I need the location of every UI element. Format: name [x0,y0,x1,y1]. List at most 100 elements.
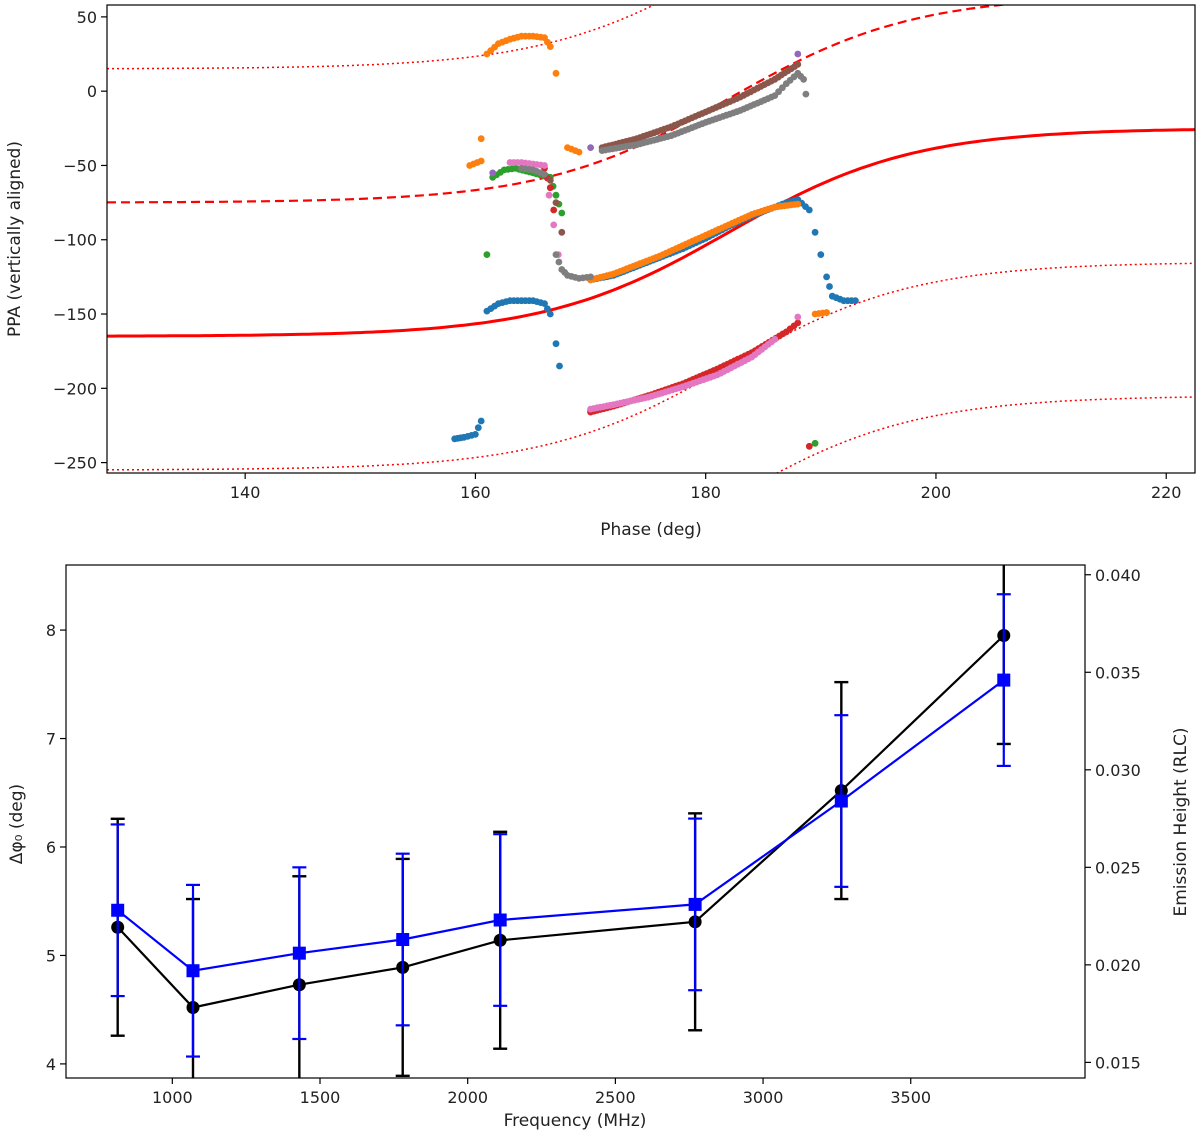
emission-height-y-tick-label: 0.015 [1095,1053,1141,1072]
ppa-y-ticks: −250 −200 −150 −100 −50 0 50 [53,8,107,473]
frequency-series [110,565,1011,1078]
ppa-point [817,251,825,258]
emission-height-y-tick-label: 0.030 [1095,761,1141,780]
ppa-point [794,313,802,321]
rvm-curve-2 [107,5,656,70]
ppa-point [555,258,563,266]
emission-height-y-tick-label: 0.020 [1095,956,1141,975]
frequency-x-tick-label: 3000 [743,1088,784,1107]
ppa-y-tick-label: 0 [87,82,97,101]
ppa-point [545,191,553,199]
series-emission-height [110,593,1011,1058]
data-marker [997,673,1011,687]
ppa-point [546,310,554,318]
data-marker [493,913,507,927]
ppa-x-tick-label: 180 [690,483,721,502]
ppa-point [541,162,548,169]
ppa-point [558,209,566,217]
delta-phi-y-tick-label: 8 [46,621,56,640]
ppa-point [802,90,810,98]
frequency-x-tick-label: 3500 [890,1088,931,1107]
ppa-y-tick-label: −100 [53,231,97,250]
frequency-x-ticks: 1000 1500 2000 2500 3000 3500 [152,1078,931,1107]
delta-phi-y-tick-label: 6 [46,838,56,857]
ppa-point [805,206,813,214]
ppa-point [552,251,560,258]
ppa-x-tick-label: 200 [921,483,952,502]
ppa-y-tick-label: −150 [53,305,97,324]
ppa-point [771,335,779,343]
ppa-point [550,221,558,229]
ppa-point [852,297,859,305]
rvm-curve-3 [107,262,1195,471]
ppa-x-tick-label: 140 [230,483,261,502]
series-line [116,634,1005,1009]
ppa-point [558,228,566,236]
ppa-x-ticks: 140 160 180 200 220 [230,473,1182,502]
emission-height-y-tick-label: 0.035 [1095,663,1141,682]
rvm-curve-4 [775,396,1195,473]
ppa-x-tick-label: 220 [1151,483,1182,502]
ppa-point [544,305,551,313]
ppa-series-purple [489,50,802,177]
ppa-point [477,157,485,165]
data-marker [186,964,200,978]
rvm-curve-1 [107,5,1011,204]
frequency-x-tick-label: 1000 [152,1088,193,1107]
ppa-x-axis-label: Phase (deg) [600,520,701,540]
frequency-x-tick-label: 1500 [300,1088,341,1107]
ppa-point [546,43,554,50]
data-marker [688,897,702,911]
series-line [117,679,1005,972]
ppa-y-tick-label: −250 [53,454,97,473]
frequency-x-axis-label: Frequency (MHz) [504,1111,647,1131]
rvm-curve-0 [107,128,1195,338]
ppa-y-tick-label: −200 [53,379,97,398]
ppa-point [811,439,819,447]
emission-height-y-tick-label: 0.025 [1095,858,1141,877]
ppa-point [474,424,482,432]
ppa-point [552,340,560,348]
delta-phi-y-ticks: 4 5 6 7 8 [46,621,66,1074]
emission-height-y-tick-label: 0.040 [1095,566,1141,585]
delta-phi-y-tick-label: 4 [46,1055,56,1074]
ppa-panel: 140 160 180 200 220 −250 −200 −150 −100 −50 0 50 P… [5,4,1196,540]
rvm-curves [107,5,1195,473]
ppa-point [550,206,558,214]
ppa-point [794,319,802,327]
ppa-series-gray [518,69,810,282]
ppa-series-pink [506,159,802,413]
ppa-point [823,309,830,316]
series-delta-phi [110,565,1011,1078]
ppa-point [805,442,813,450]
ppa-point [541,300,548,307]
ppa-point [826,283,833,290]
frequency-plot-frame [65,564,1086,1079]
ppa-point [794,200,802,208]
data-marker [396,933,410,947]
data-marker [111,903,125,917]
ppa-point [541,171,548,178]
ppa-point [546,176,554,184]
emission-height-y-axis-label: Emission Height (RLC) [1171,727,1191,916]
ppa-point [472,431,479,438]
ppa-y-axis-label: PPA (vertically aligned) [5,141,25,337]
ppa-point [477,417,485,425]
ppa-y-tick-label: 50 [77,8,97,27]
ppa-point [546,184,554,192]
data-marker [292,946,306,960]
ppa-plot-frame [106,4,1196,474]
ppa-point [794,50,802,58]
delta-phi-y-axis-label: Δφ₀ (deg) [7,784,27,864]
ppa-point [477,135,485,143]
ppa-point [823,273,830,281]
ppa-point [800,75,807,83]
frequency-x-tick-label: 2000 [447,1088,488,1107]
ppa-point [552,199,560,207]
ppa-x-tick-label: 160 [460,483,491,502]
delta-phi-y-tick-label: 5 [46,946,56,965]
data-marker [834,794,848,808]
ppa-point [811,228,819,236]
ppa-point [552,69,560,77]
